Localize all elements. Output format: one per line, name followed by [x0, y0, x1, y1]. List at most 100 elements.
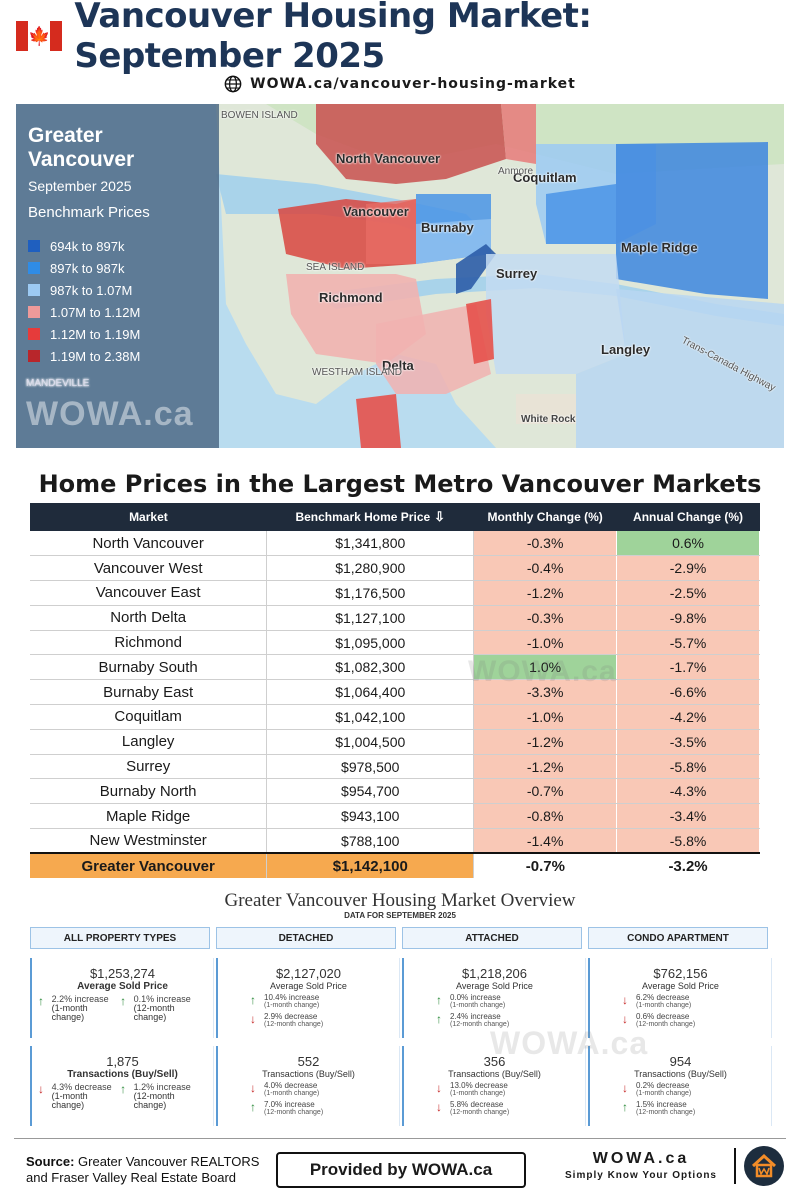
change-list: ↓ 4.0% decrease (1-month change) ↑ 7.0% incr…: [218, 1082, 399, 1117]
cell-monthly: -1.2%: [473, 754, 618, 780]
page-title: Vancouver Housing Market: September 2025: [74, 0, 592, 76]
stat-value: $2,127,020: [275, 966, 342, 981]
stat-label: Transactions (Buy/Sell): [634, 1069, 727, 1079]
legend-heading: Benchmark Prices: [28, 204, 150, 221]
change-value: 2.4% increase: [450, 1012, 501, 1021]
arrow-up-icon: ↑: [622, 1100, 628, 1114]
arrow-up-icon: ↑: [250, 1100, 256, 1114]
cell-market: Richmond: [30, 630, 268, 656]
table-row: Vancouver East $1,176,500 -1.2% -2.5%: [30, 580, 760, 606]
cell-market: Vancouver West: [30, 555, 268, 582]
source-url-row: WOWA.ca/vancouver-housing-market: [0, 72, 800, 96]
legend-swatch: [28, 350, 40, 362]
category-tab[interactable]: ALL PROPERTY TYPES: [30, 927, 210, 949]
arrow-up-icon: ↑: [120, 1082, 127, 1096]
prices-table: Market Benchmark Home Price ⇩ Monthly Cha…: [30, 503, 760, 879]
label-delta: Delta: [382, 358, 414, 373]
cell-price: $1,095,000: [266, 630, 475, 656]
sort-desc-icon[interactable]: ⇩: [434, 509, 446, 524]
change-value: 2.9% decrease: [264, 1012, 318, 1021]
change-text: 2.2% increase (1-month change): [52, 995, 121, 1022]
table-row: Burnaby North $954,700 -0.7% -4.3%: [30, 778, 760, 805]
change-value: 13.0% decrease: [450, 1081, 508, 1090]
change-item: ↑ 2.4% increase (12-month change): [436, 1013, 585, 1029]
change-period: (12-month change): [133, 1091, 175, 1110]
transactions-card: 954 Transactions (Buy/Sell) ↓ 0.2% decrease…: [588, 1046, 772, 1126]
total-monthly: -0.7%: [473, 852, 617, 879]
total-market: Greater Vancouver: [30, 852, 268, 879]
cell-monthly: -1.0%: [473, 704, 618, 730]
stat-value: 1,875: [106, 1054, 139, 1069]
category-tab[interactable]: DETACHED: [216, 927, 396, 949]
label-langley: Langley: [601, 342, 651, 357]
change-list: ↓ 13.0% decrease (1-month change) ↓ 5.8% dec…: [404, 1082, 585, 1117]
col-annual[interactable]: Annual Change (%): [616, 503, 760, 531]
cell-monthly: -1.4%: [473, 828, 618, 854]
footer-divider: [14, 1138, 786, 1139]
prices-table-body: North Vancouver $1,341,800 -0.3% 0.6% Vancou…: [30, 531, 760, 854]
table-row: Langley $1,004,500 -1.2% -3.5%: [30, 729, 760, 755]
source-line-1: Greater Vancouver REALTORS: [78, 1154, 260, 1169]
cell-market: Burnaby North: [30, 778, 268, 805]
cell-monthly: -1.2%: [473, 580, 618, 606]
change-value: 0.6% decrease: [636, 1012, 690, 1021]
change-period: (12-month change): [133, 1003, 175, 1022]
cell-market: Burnaby East: [30, 679, 268, 706]
category-tab[interactable]: CONDO APARTMENT: [588, 927, 768, 949]
cell-market: North Delta: [30, 605, 268, 631]
cell-annual: -2.5%: [616, 580, 760, 606]
change-text: 1.2% increase (12-month change): [134, 1083, 207, 1110]
col-monthly[interactable]: Monthly Change (%): [473, 503, 617, 531]
legend-label: 1.12M to 1.19M: [50, 326, 141, 342]
change-item: ↑ 2.2% increase (1-month change): [38, 995, 120, 1022]
stat-value: 954: [669, 1054, 692, 1069]
label-anmore: Anmore: [498, 166, 534, 177]
label-white-rock: White Rock: [521, 414, 576, 425]
arrow-down-icon: ↓: [436, 1081, 442, 1095]
cell-market: North Vancouver: [30, 531, 268, 557]
change-item: ↓ 4.3% decrease (1-month change): [38, 1083, 120, 1110]
legend-items: 694k to 897k 897k to 987k 987k to 1.07M 1.0…: [28, 235, 207, 367]
change-item: ↓ 4.0% decrease (1-month change): [250, 1082, 399, 1098]
arrow-up-icon: ↑: [120, 994, 127, 1008]
legend-label: 897k to 987k: [50, 260, 125, 276]
legend-swatch: [28, 284, 40, 296]
cell-price: $954,700: [266, 778, 475, 805]
table-header-row: Market Benchmark Home Price ⇩ Monthly Cha…: [30, 503, 760, 531]
label-mandeville: MANDEVILLE: [26, 378, 90, 389]
wowa-house-logo-icon[interactable]: [744, 1146, 784, 1186]
change-period: (12-month change): [636, 1109, 696, 1116]
col-market[interactable]: Market: [30, 503, 267, 531]
cell-monthly: -3.3%: [473, 679, 618, 706]
change-period: (12-month change): [450, 1021, 510, 1028]
cell-market: Surrey: [30, 754, 268, 780]
stat-label: Average Sold Price: [642, 981, 719, 991]
category-tab[interactable]: ATTACHED: [402, 927, 582, 949]
change-list: ↓ 0.2% decrease (1-month change) ↑ 1.5% incr…: [590, 1082, 771, 1117]
overview-subtitle: DATA FOR SEPTEMBER 2025: [344, 911, 456, 920]
source-credit: Source: Greater Vancouver REALTORS and F…: [26, 1154, 259, 1186]
label-sea-island: SEA ISLAND: [306, 262, 365, 273]
change-item: ↓ 0.6% decrease (12-month change): [622, 1013, 771, 1029]
change-period: (1-month change): [636, 1090, 692, 1097]
change-item: ↓ 0.2% decrease (1-month change): [622, 1082, 771, 1098]
cell-annual: -5.8%: [616, 754, 760, 780]
cell-annual: -6.6%: [616, 679, 760, 706]
cell-monthly: -0.8%: [473, 803, 618, 830]
table-watermark: WOWA.ca: [468, 655, 617, 688]
cell-price: $1,082,300: [266, 654, 475, 681]
arrow-down-icon: ↓: [436, 1100, 442, 1114]
brand-divider: [734, 1148, 736, 1184]
col-price[interactable]: Benchmark Home Price ⇩: [266, 503, 474, 531]
cell-price: $1,280,900: [266, 555, 475, 582]
provided-by-badge[interactable]: Provided by WOWA.ca: [276, 1152, 526, 1188]
legend-label: 694k to 897k: [50, 238, 125, 254]
change-value: 0.2% decrease: [636, 1081, 690, 1090]
label-richmond: Richmond: [319, 290, 383, 305]
stat-label: Average Sold Price: [77, 981, 168, 992]
change-period: (1-month change): [264, 1002, 320, 1009]
source-url[interactable]: WOWA.ca/vancouver-housing-market: [250, 76, 576, 92]
cell-monthly: -1.2%: [473, 729, 618, 755]
change-period: (12-month change): [264, 1021, 324, 1028]
change-period: (1-month change): [450, 1002, 506, 1009]
